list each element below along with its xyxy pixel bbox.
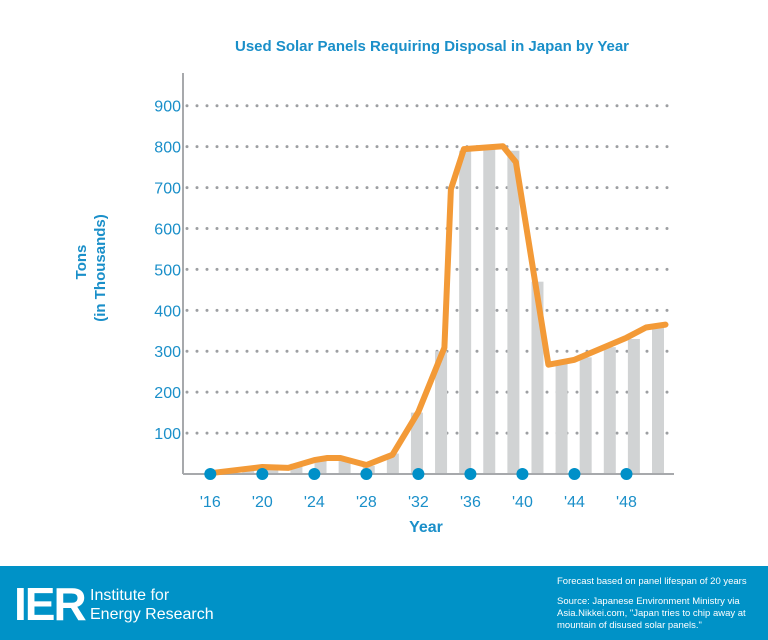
y-axis-title-line2: (in Thousands) bbox=[92, 214, 109, 322]
y-tick-label: 800 bbox=[154, 140, 181, 157]
x-tick-label: '24 bbox=[304, 494, 325, 511]
x-tick-label: '28 bbox=[356, 494, 377, 511]
bar bbox=[290, 463, 303, 474]
bar bbox=[555, 363, 568, 474]
x-tick-label: '32 bbox=[408, 494, 429, 511]
bar bbox=[242, 469, 255, 474]
x-tick-dot bbox=[308, 468, 321, 480]
y-tick-label: 700 bbox=[154, 181, 181, 198]
x-axis-title: Year bbox=[409, 519, 443, 536]
bar bbox=[483, 146, 496, 474]
footer-notes: Forecast based on panel lifespan of 20 y… bbox=[557, 576, 762, 640]
data-line bbox=[207, 143, 669, 477]
bar bbox=[627, 338, 640, 474]
x-tick-dot bbox=[568, 468, 581, 480]
bar bbox=[410, 412, 423, 474]
x-tick-dot bbox=[204, 468, 217, 480]
gridlines bbox=[185, 104, 674, 435]
organization-name: Institute for Energy Research bbox=[90, 586, 214, 624]
bar bbox=[507, 150, 520, 474]
axes bbox=[182, 73, 674, 475]
ier-logo: IER bbox=[14, 578, 87, 630]
y-tick-label: 400 bbox=[154, 303, 181, 320]
footer: IER Institute for Energy Research Foreca… bbox=[0, 566, 768, 640]
x-tick-label: '48 bbox=[616, 494, 637, 511]
y-axis-title-line1: Tons bbox=[73, 245, 90, 280]
bar bbox=[266, 467, 279, 474]
x-tick-dot bbox=[360, 468, 373, 480]
org-line1: Institute bbox=[90, 587, 147, 604]
y-tick-label: 500 bbox=[154, 262, 181, 279]
y-axis-title: Tons (in Thousands) bbox=[73, 214, 109, 322]
x-tick-dot bbox=[256, 468, 269, 480]
x-tick-dot bbox=[620, 468, 633, 480]
y-tick-label: 600 bbox=[154, 221, 181, 238]
x-tick-label: '20 bbox=[252, 494, 273, 511]
bar bbox=[435, 351, 448, 474]
x-tick-dots bbox=[204, 468, 633, 480]
x-tick-label: '16 bbox=[200, 494, 221, 511]
org-line1-for: for bbox=[150, 587, 170, 604]
x-tick-dot bbox=[412, 468, 425, 480]
x-tick-label: '36 bbox=[460, 494, 481, 511]
bar bbox=[459, 150, 472, 474]
x-tick-labels: '16 '20 '24 '28 '32 '36 '40 '44 '48 bbox=[200, 494, 637, 511]
source-note: Source: Japanese Environment Ministry vi… bbox=[557, 596, 746, 631]
x-tick-label: '40 bbox=[512, 494, 533, 511]
org-line2: Energy Research bbox=[90, 606, 214, 623]
bar bbox=[338, 459, 351, 474]
y-tick-labels: 100 200 300 400 500 600 700 800 900 bbox=[154, 99, 181, 443]
bars bbox=[218, 146, 664, 474]
chart-title: Used Solar Panels Requiring Disposal in … bbox=[235, 38, 629, 55]
x-tick-dot bbox=[464, 468, 477, 480]
y-tick-label: 100 bbox=[154, 426, 181, 443]
bar bbox=[652, 326, 664, 474]
chart: Used Solar Panels Requiring Disposal in … bbox=[73, 38, 674, 536]
bar bbox=[579, 357, 592, 474]
forecast-note: Forecast based on panel lifespan of 20 y… bbox=[557, 576, 747, 587]
bar bbox=[603, 347, 616, 474]
y-tick-label: 200 bbox=[154, 385, 181, 402]
y-tick-label: 300 bbox=[154, 344, 181, 361]
y-tick-label: 900 bbox=[154, 99, 181, 116]
x-tick-label: '44 bbox=[564, 494, 585, 511]
x-tick-dot bbox=[516, 468, 529, 480]
